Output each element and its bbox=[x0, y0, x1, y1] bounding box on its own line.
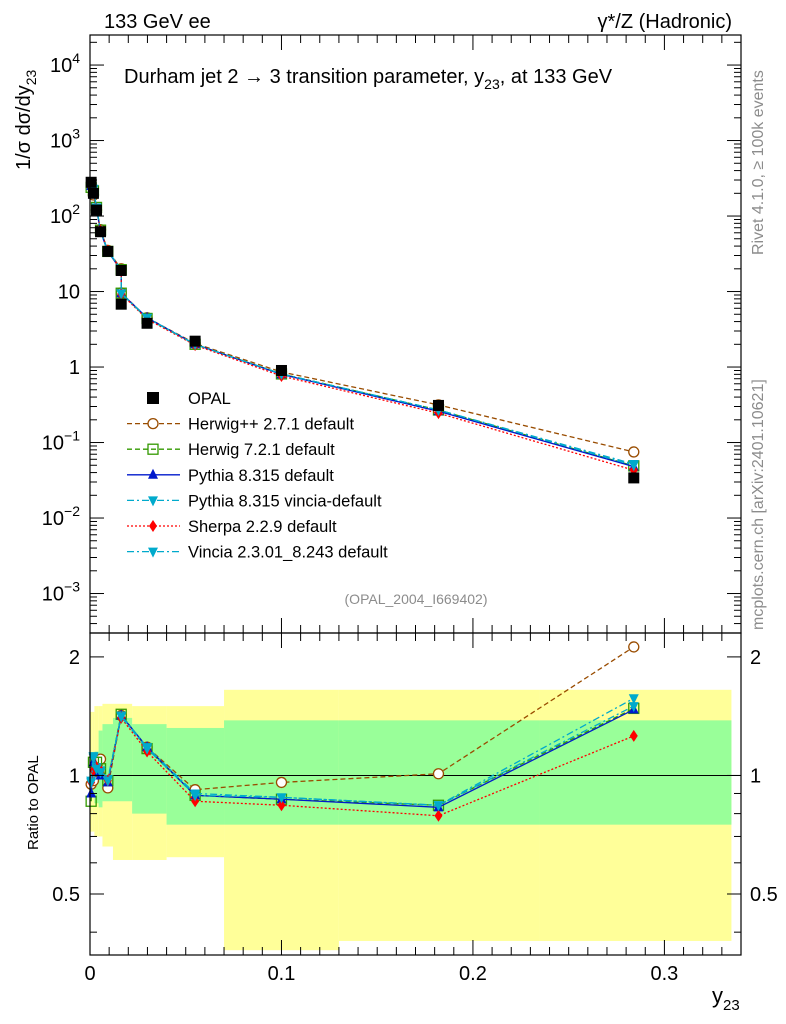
ratio-point bbox=[628, 641, 640, 653]
ratio-tick-label-left: 2 bbox=[69, 647, 80, 669]
rivet-label: Rivet 4.1.0, ≥ 100k events bbox=[750, 70, 767, 255]
chart-title: Durham jet 2 → 3 transition parameter, y… bbox=[124, 66, 613, 92]
legend-label: Herwig 7.2.1 default bbox=[188, 441, 335, 459]
ratio-point bbox=[434, 809, 443, 822]
y-tick-label: 10−3 bbox=[42, 579, 80, 606]
data-point bbox=[275, 364, 287, 376]
data-point bbox=[141, 317, 153, 329]
ratio-point bbox=[628, 702, 639, 713]
ratio-point bbox=[432, 768, 445, 780]
legend-marker bbox=[148, 468, 158, 479]
series-line bbox=[90, 183, 634, 465]
y-tick-label: 1 bbox=[69, 357, 80, 379]
ratio-point bbox=[95, 768, 106, 779]
ratio-point bbox=[102, 776, 113, 787]
legend-label: Vincia 2.3.01_8.243 default bbox=[188, 544, 388, 562]
series-line bbox=[90, 186, 634, 467]
main-plot bbox=[85, 176, 640, 484]
data-point bbox=[115, 264, 127, 276]
series-line bbox=[90, 186, 634, 471]
series-line bbox=[90, 185, 634, 468]
legend: OPAL Herwig++ 2.7.1 default Herwig 7.2.1 d… bbox=[127, 390, 388, 562]
ratio-point bbox=[116, 712, 127, 723]
ratio-point bbox=[88, 753, 99, 764]
legend-marker bbox=[147, 443, 159, 455]
series-point bbox=[628, 461, 639, 472]
y-tick-label: 102 bbox=[50, 201, 80, 228]
ratio-uncertainty-bands bbox=[90, 689, 732, 951]
data-point bbox=[115, 298, 127, 310]
series-point bbox=[628, 446, 640, 458]
legend-marker bbox=[147, 392, 159, 404]
y-tick-label: 104 bbox=[50, 50, 80, 77]
y-axis-label-main: 1/σ dσ/dy bbox=[13, 85, 35, 170]
ratio-tick-label-right: 0.5 bbox=[750, 884, 778, 906]
legend-label: Sherpa 2.2.9 default bbox=[188, 518, 337, 536]
y-tick-label: 10−1 bbox=[42, 428, 80, 455]
ratio-line bbox=[90, 716, 635, 817]
ratio-point bbox=[629, 729, 638, 742]
legend-label: Pythia 8.315 default bbox=[188, 467, 334, 485]
ratio-point bbox=[142, 744, 153, 755]
y-tick-label: 10 bbox=[58, 282, 80, 304]
y-tick-label: 103 bbox=[50, 126, 80, 153]
ratio-plot bbox=[85, 641, 741, 822]
y-axis-label-sub: 23 bbox=[23, 69, 39, 85]
legend-label: Herwig++ 2.7.1 default bbox=[188, 416, 354, 434]
series-line bbox=[90, 183, 634, 453]
x-axis-label: y23 bbox=[712, 983, 740, 1014]
header-right: γ*/Z (Hadronic) bbox=[598, 11, 732, 33]
ratio-point bbox=[433, 801, 444, 812]
x-tick-label: 0 bbox=[84, 963, 95, 985]
series-line bbox=[90, 183, 634, 466]
legend-marker bbox=[148, 547, 158, 558]
legend-marker bbox=[147, 417, 159, 430]
x-tick-label: 0.1 bbox=[268, 963, 296, 985]
stat-band-bin bbox=[102, 724, 113, 802]
mcplots-label: mcplots.cern.ch [arXiv:2401.10621] bbox=[750, 379, 767, 630]
legend-marker bbox=[149, 520, 157, 532]
y-tick-label: 10−2 bbox=[42, 503, 80, 530]
analysis-id: (OPAL_2004_I669402) bbox=[345, 591, 488, 607]
x-tick-label: 0.2 bbox=[459, 963, 487, 985]
x-tick-label: 0.3 bbox=[651, 963, 679, 985]
legend-label: Pythia 8.315 vincia-default bbox=[188, 492, 382, 510]
ratio-point bbox=[275, 776, 288, 789]
data-point bbox=[432, 399, 444, 411]
ratio-point bbox=[277, 799, 286, 812]
y-axis-label: 1/σ dσ/dy23 bbox=[13, 69, 39, 170]
svg-text:1/σ dσ/dy23: 1/σ dσ/dy23 bbox=[13, 69, 39, 170]
header-left: 133 GeV ee bbox=[104, 11, 211, 33]
data-point bbox=[189, 335, 201, 347]
ratio-tick-label-left: 0.5 bbox=[52, 884, 80, 906]
stat-band-bin bbox=[132, 724, 167, 814]
ratio-tick-label-right: 2 bbox=[750, 647, 761, 669]
ratio-point bbox=[190, 791, 201, 802]
data-point bbox=[628, 472, 640, 484]
ratio-tick-label-left: 1 bbox=[69, 765, 80, 787]
data-point bbox=[91, 204, 103, 216]
ratio-point bbox=[86, 778, 97, 789]
data-point bbox=[85, 176, 97, 188]
ratio-point bbox=[86, 787, 97, 798]
legend-marker bbox=[148, 496, 158, 507]
ratio-tick-label-right: 1 bbox=[750, 765, 761, 787]
stat-band-bin bbox=[112, 717, 133, 802]
ratio-y-label: Ratio to OPAL bbox=[25, 755, 42, 850]
ratio-point bbox=[276, 793, 287, 804]
ratio-point bbox=[628, 694, 639, 705]
legend-label: OPAL bbox=[188, 390, 231, 408]
data-point bbox=[102, 245, 114, 257]
series-point bbox=[116, 289, 127, 300]
data-point bbox=[95, 226, 107, 238]
